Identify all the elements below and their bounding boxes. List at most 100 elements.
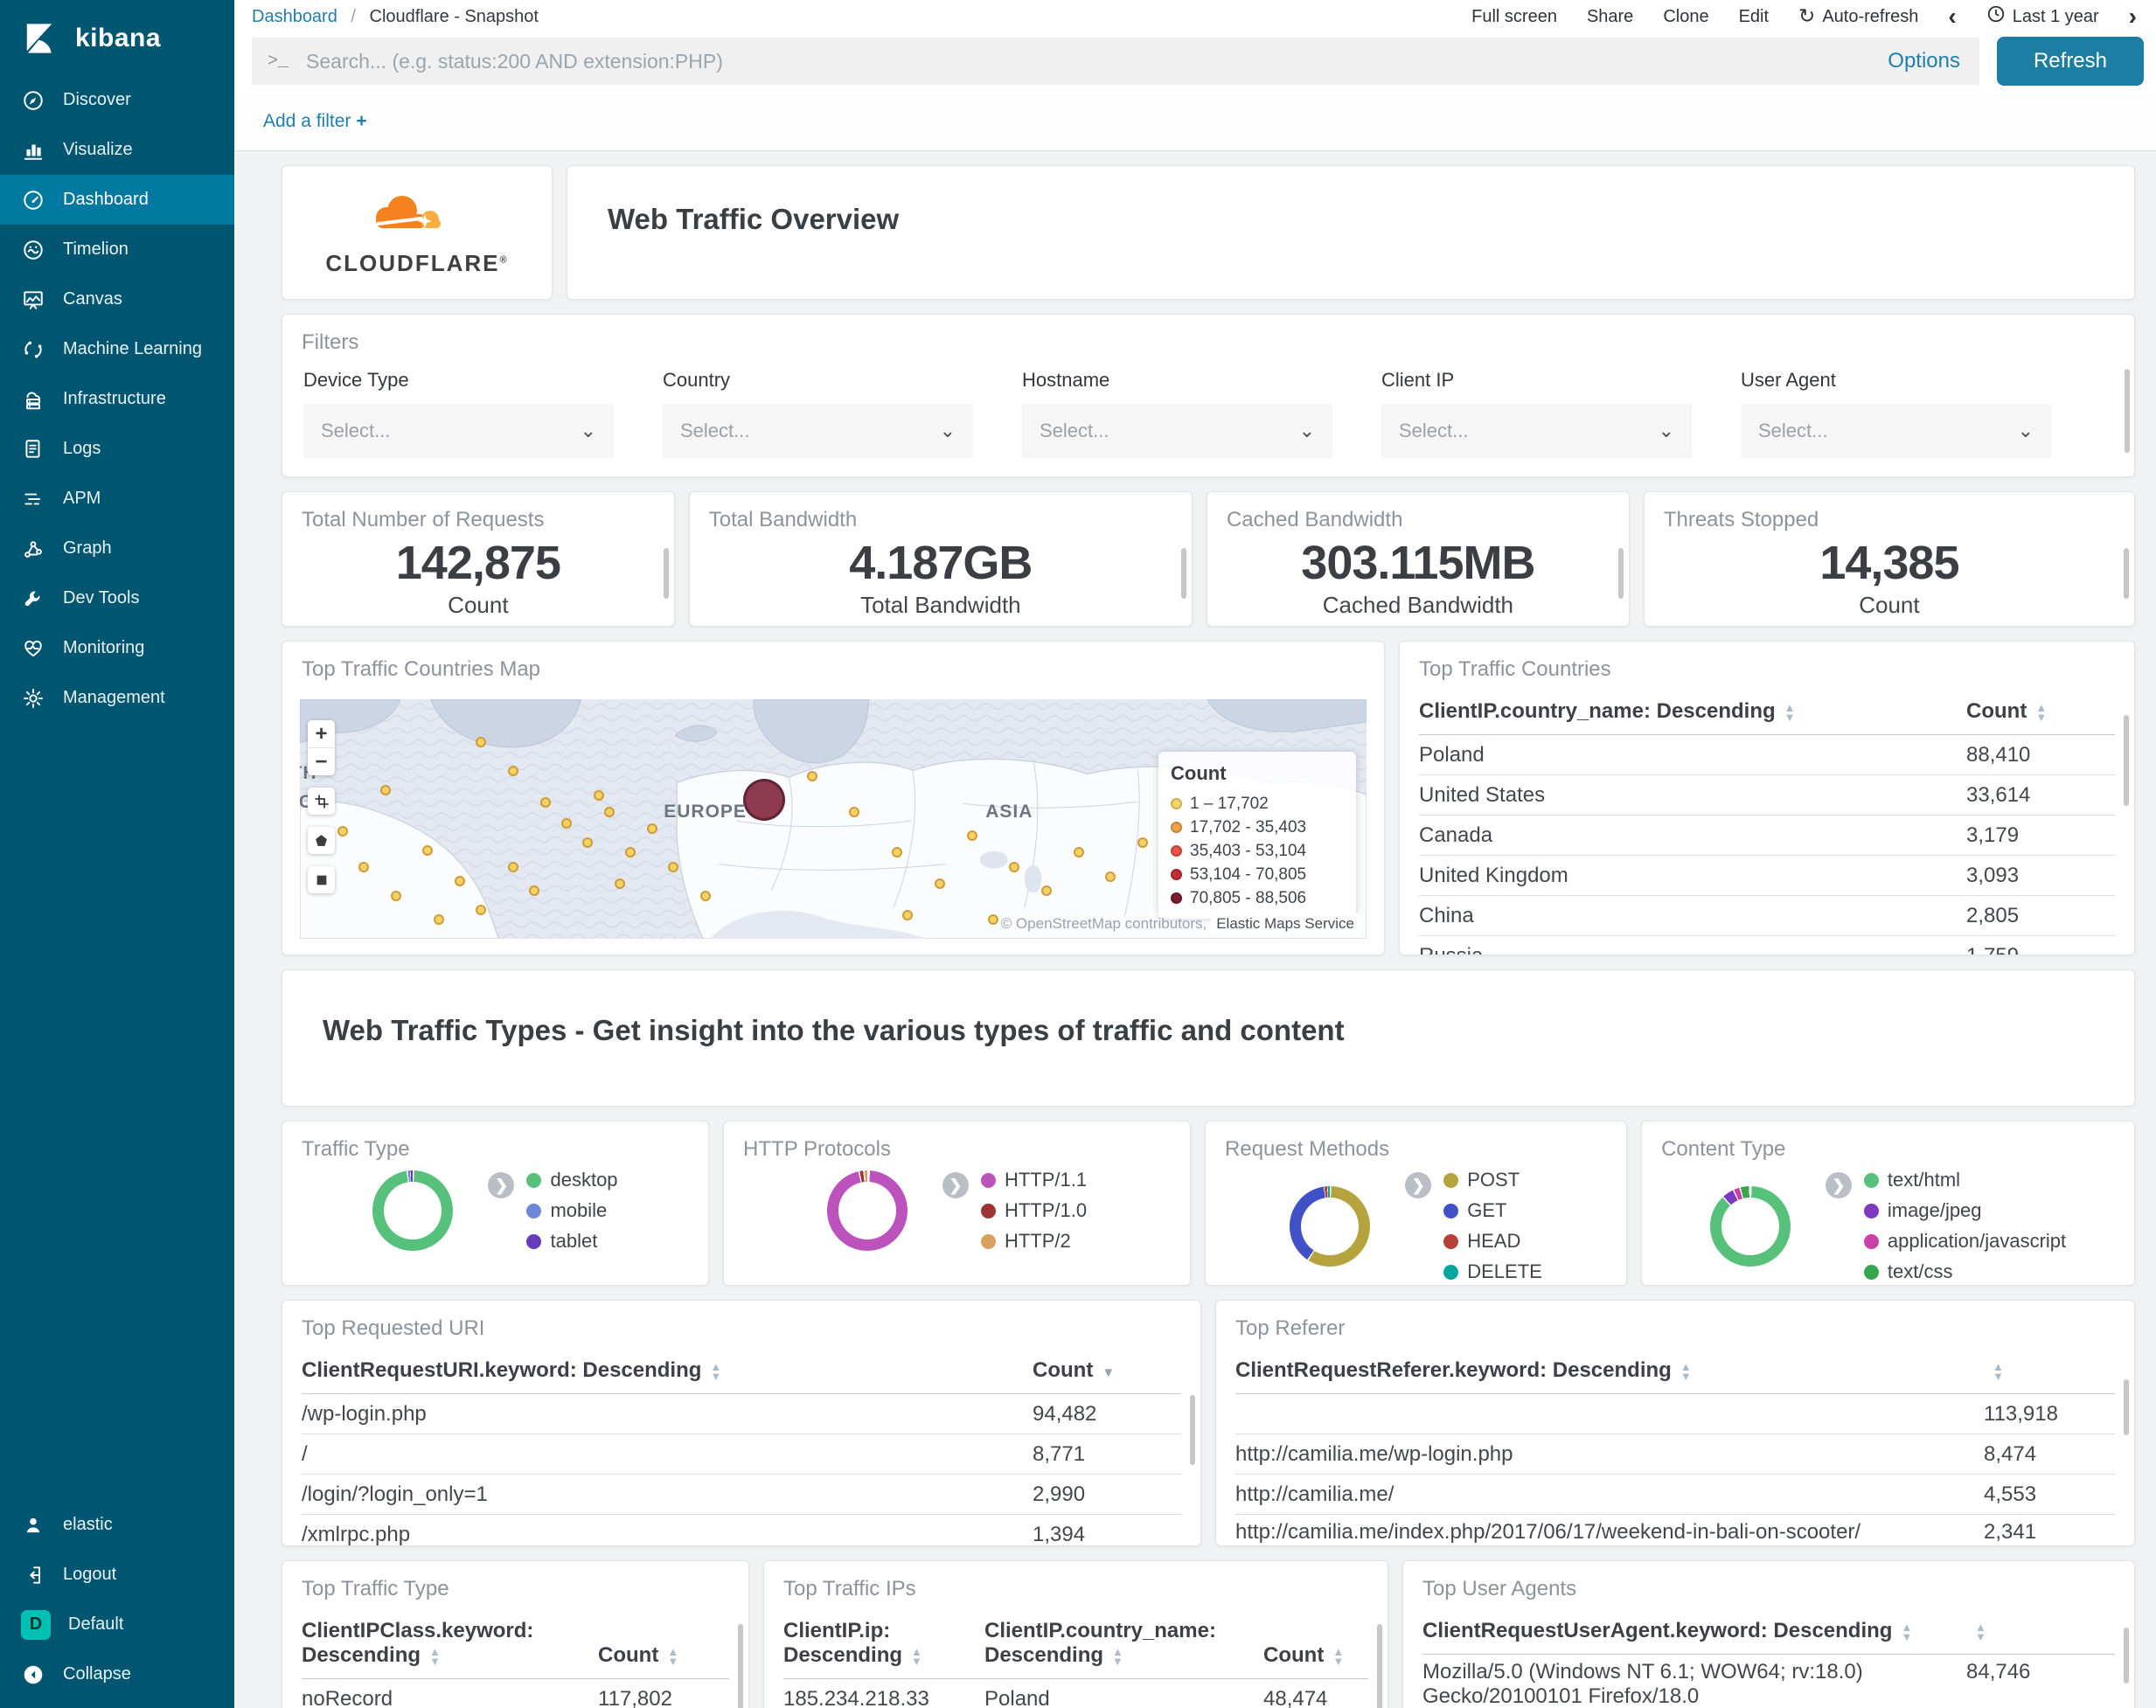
traffic-type-donut-chart[interactable]	[372, 1170, 454, 1251]
zoom-in-button[interactable]: +	[308, 720, 335, 747]
legend-item-text-css[interactable]: text/css	[1863, 1260, 2066, 1283]
column-header-clientip-ip-descending[interactable]: ClientIP.ip: Descending ▲ ▼	[783, 1619, 922, 1668]
options-link[interactable]: Options	[1888, 49, 1960, 73]
user-agent-select[interactable]: Select... ⌄	[1741, 404, 2051, 458]
traffic-ips-scrollbar[interactable]	[1377, 1624, 1382, 1708]
column-header-count[interactable]: Count ▲ ▼	[1966, 699, 2048, 724]
request-methods-donut-chart[interactable]	[1290, 1185, 1371, 1267]
metric-scrollbar[interactable]	[663, 548, 669, 599]
sidebar-item-graph[interactable]: Graph	[0, 524, 234, 573]
draw-rectangle-button[interactable]	[308, 866, 335, 893]
elastic-maps-service-link[interactable]: Elastic Maps Service	[1211, 913, 1360, 934]
clone-menu-item[interactable]: Clone	[1663, 6, 1709, 26]
legend-item-application-javascript[interactable]: application/javascript	[1863, 1230, 2066, 1253]
search-box[interactable]: >_ Options	[252, 38, 1979, 85]
sidebar-item-dashboard[interactable]: Dashboard	[0, 175, 234, 225]
legend-item-post[interactable]: POST	[1443, 1169, 1542, 1191]
sidebar-item-canvas[interactable]: Canvas	[0, 274, 234, 324]
draw-bounds-button[interactable]	[308, 788, 335, 815]
legend-item-mobile[interactable]: mobile	[526, 1199, 617, 1222]
column-header-clientrequestuseragent-keyword-descending[interactable]: ClientRequestUserAgent.keyword: Descendi…	[1422, 1619, 1913, 1643]
column-header-item[interactable]: ▲ ▼	[1993, 1359, 2004, 1383]
sidebar-item-infrastructure[interactable]: Infrastructure	[0, 374, 234, 424]
legend-item-desktop[interactable]: desktop	[526, 1169, 618, 1191]
column-header-count[interactable]: Count ▲ ▼	[1263, 1643, 1345, 1668]
zoom-out-button[interactable]: −	[308, 747, 335, 775]
table-row[interactable]: 113,918	[1235, 1394, 2115, 1434]
table-row[interactable]: / 8,771	[302, 1434, 1181, 1475]
country-select[interactable]: Select... ⌄	[663, 404, 973, 458]
legend-item-http-1-1[interactable]: HTTP/1.1	[980, 1169, 1087, 1191]
column-header-clientrequestreferer-keyword-descending[interactable]: ClientRequestReferer.keyword: Descending…	[1235, 1358, 1692, 1383]
time-back-chevron[interactable]: ‹	[1948, 3, 1957, 30]
legend-expand-chevron-icon[interactable]: ❯	[1825, 1172, 1852, 1198]
table-row[interactable]: http://camilia.me/wp-login.php 8,474	[1235, 1434, 2115, 1475]
sidebar-item-discover[interactable]: Discover	[0, 75, 234, 125]
sidebar-item-visualize[interactable]: Visualize	[0, 125, 234, 175]
time-forward-chevron[interactable]: ›	[2128, 3, 2137, 30]
column-header-clientipclass-keyword-descending[interactable]: ClientIPClass.keyword: Descending ▲ ▼	[302, 1619, 534, 1668]
sidebar-item-apm[interactable]: APM	[0, 474, 234, 524]
legend-item-text-html[interactable]: text/html	[1863, 1169, 2066, 1191]
sidebar-footer-collapse[interactable]: Collapse	[0, 1649, 234, 1699]
sidebar-footer-default[interactable]: D Default	[0, 1600, 234, 1649]
traffic-type-scrollbar[interactable]	[738, 1624, 743, 1708]
auto-refresh-menu-item[interactable]: ↻ Auto-refresh	[1798, 5, 1918, 28]
metric-scrollbar[interactable]	[1617, 548, 1624, 599]
sidebar-footer-logout[interactable]: Logout	[0, 1550, 234, 1600]
sidebar-footer-elastic[interactable]: elastic	[0, 1500, 234, 1550]
world-map[interactable]: EUROPEASIATHIC + −	[300, 699, 1367, 939]
table-row[interactable]: http://camilia.me/4,553	[1235, 1475, 2115, 1515]
legend-expand-chevron-icon[interactable]: ❯	[942, 1172, 969, 1198]
user-agents-scrollbar[interactable]	[2124, 1628, 2129, 1684]
metric-scrollbar[interactable]	[1180, 548, 1186, 599]
table-row[interactable]: http://camilia.me/index.php/2017/06/17/w…	[1235, 1515, 2115, 1545]
breadcrumb-dashboard-link[interactable]: Dashboard	[252, 6, 337, 26]
table-row[interactable]: Canada 3,179	[1419, 816, 2115, 856]
column-header-clientip-country-name-descending[interactable]: ClientIP.country_name: Descending ▲ ▼	[1419, 699, 1796, 724]
table-row[interactable]: United States 33,614	[1419, 775, 2115, 816]
legend-expand-chevron-icon[interactable]: ❯	[1405, 1172, 1432, 1198]
time-picker[interactable]: Last 1 year	[1986, 4, 2099, 29]
table-row[interactable]: /wp-login.php 94,482	[302, 1394, 1181, 1434]
edit-menu-item[interactable]: Edit	[1738, 6, 1770, 26]
legend-item-delete[interactable]: DELETE	[1443, 1260, 1542, 1283]
table-row[interactable]: /login/?login_only=1 2,990	[302, 1475, 1181, 1515]
search-input[interactable]	[304, 48, 1888, 74]
column-header-count[interactable]: Count ▲ ▼	[598, 1643, 679, 1668]
table-row[interactable]: Poland 88,410	[1419, 735, 2115, 775]
sidebar-item-logs[interactable]: Logs	[0, 424, 234, 474]
countries-scrollbar[interactable]	[2124, 715, 2129, 806]
table-row[interactable]: United Kingdom 3,093	[1419, 856, 2115, 896]
poland-traffic-bubble[interactable]	[742, 779, 785, 822]
refresh-button[interactable]: Refresh	[1997, 37, 2144, 86]
legend-expand-chevron-icon[interactable]: ❯	[488, 1172, 515, 1198]
referer-scrollbar[interactable]	[2124, 1379, 2129, 1435]
http-protocols-donut-chart[interactable]	[826, 1170, 908, 1251]
sidebar-item-machine-learning[interactable]: Machine Learning	[0, 324, 234, 374]
legend-item-tablet[interactable]: tablet	[526, 1230, 617, 1253]
legend-item-get[interactable]: GET	[1443, 1199, 1542, 1222]
column-header-item[interactable]: ▲ ▼	[1975, 1620, 1986, 1643]
kibana-logo[interactable]: kibana	[0, 0, 234, 75]
table-row[interactable]: China 2,805	[1419, 896, 2115, 936]
table-row[interactable]: 185.234.218.33 Poland 48,474	[783, 1679, 1368, 1708]
device-type-select[interactable]: Select... ⌄	[303, 404, 614, 458]
legend-item-http-2[interactable]: HTTP/2	[980, 1230, 1087, 1253]
table-row[interactable]: Russia 1,759	[1419, 936, 2115, 955]
filters-scrollbar[interactable]	[2125, 369, 2130, 453]
full-screen-menu-item[interactable]: Full screen	[1471, 6, 1557, 26]
metric-scrollbar[interactable]	[2124, 548, 2129, 599]
column-header-count[interactable]: Count ▼	[1033, 1358, 1116, 1382]
content-type-donut-chart[interactable]	[1709, 1185, 1791, 1267]
column-header-clientrequesturi-keyword-descending[interactable]: ClientRequestURI.keyword: Descending ▲ ▼	[302, 1358, 722, 1383]
column-header-clientip-country-name-descending[interactable]: ClientIP.country_name: Descending ▲ ▼	[984, 1619, 1216, 1668]
client-ip-select[interactable]: Select... ⌄	[1381, 404, 1692, 458]
sidebar-item-dev-tools[interactable]: Dev Tools	[0, 573, 234, 623]
share-menu-item[interactable]: Share	[1586, 6, 1634, 26]
hostname-select[interactable]: Select... ⌄	[1022, 404, 1332, 458]
sidebar-item-management[interactable]: Management	[0, 673, 234, 723]
sidebar-item-monitoring[interactable]: Monitoring	[0, 623, 234, 673]
legend-item-http-1-0[interactable]: HTTP/1.0	[980, 1199, 1087, 1222]
table-row[interactable]: /xmlrpc.php 1,394	[302, 1515, 1181, 1546]
